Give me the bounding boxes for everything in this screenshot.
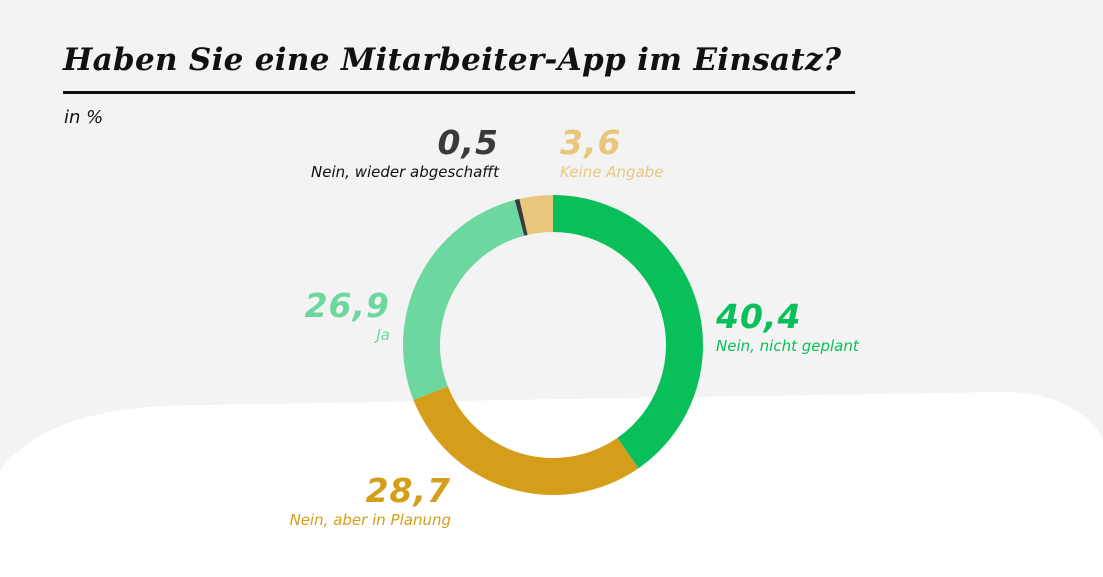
- donut-slice-nein-wieder-abgeschafft: [514, 198, 528, 236]
- label-ja: 26,9 Ja: [305, 287, 390, 345]
- name-nein-nicht-geplant: Nein, nicht geplant: [716, 337, 859, 355]
- donut-slice-nein-aber-in-planung: [413, 386, 639, 496]
- donut-slice-keine-angabe: [519, 195, 553, 235]
- name-nein-aber-in-planung: Nein, aber in Planung: [289, 511, 451, 529]
- unit-label: in %: [64, 107, 104, 128]
- label-nein-aber-in-planung: 28,7 Nein, aber in Planung: [290, 472, 451, 530]
- donut-slice-ja: [402, 199, 525, 400]
- name-ja: Ja: [376, 326, 390, 344]
- label-nein-nicht-geplant: 40,4 Nein, nicht geplant: [716, 298, 859, 356]
- label-nein-wieder-abgeschafft: 0,5 Nein, wieder abgeschafft: [311, 124, 499, 182]
- name-keine-angabe: Keine Angabe: [560, 163, 664, 181]
- chart-title: Haben Sie eine Mitarbeiter-App im Einsat…: [63, 42, 842, 78]
- value-nein-nicht-geplant: 40,4: [716, 297, 802, 336]
- value-keine-angabe: 3,6: [560, 123, 622, 162]
- donut-slice-nein-nicht-geplant: [553, 195, 704, 469]
- value-nein-wieder-abgeschafft: 0,5: [437, 123, 499, 162]
- title-underline: [63, 91, 855, 94]
- value-ja: 26,9: [304, 286, 390, 325]
- value-nein-aber-in-planung: 28,7: [365, 471, 451, 510]
- name-nein-wieder-abgeschafft: Nein, wieder abgeschafft: [311, 163, 499, 181]
- label-keine-angabe: 3,6 Keine Angabe: [560, 124, 663, 182]
